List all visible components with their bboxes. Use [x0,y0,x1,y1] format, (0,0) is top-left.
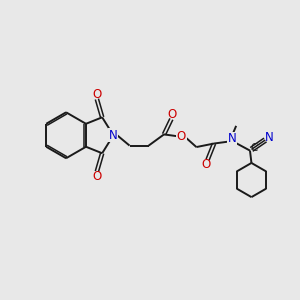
Text: O: O [202,158,211,171]
Text: N: N [109,129,118,142]
Text: C: C [250,142,258,153]
Text: N: N [265,131,274,144]
Text: N: N [228,132,237,145]
Text: O: O [168,108,177,121]
Text: O: O [177,130,186,143]
Text: O: O [92,170,101,183]
Text: O: O [92,88,101,101]
